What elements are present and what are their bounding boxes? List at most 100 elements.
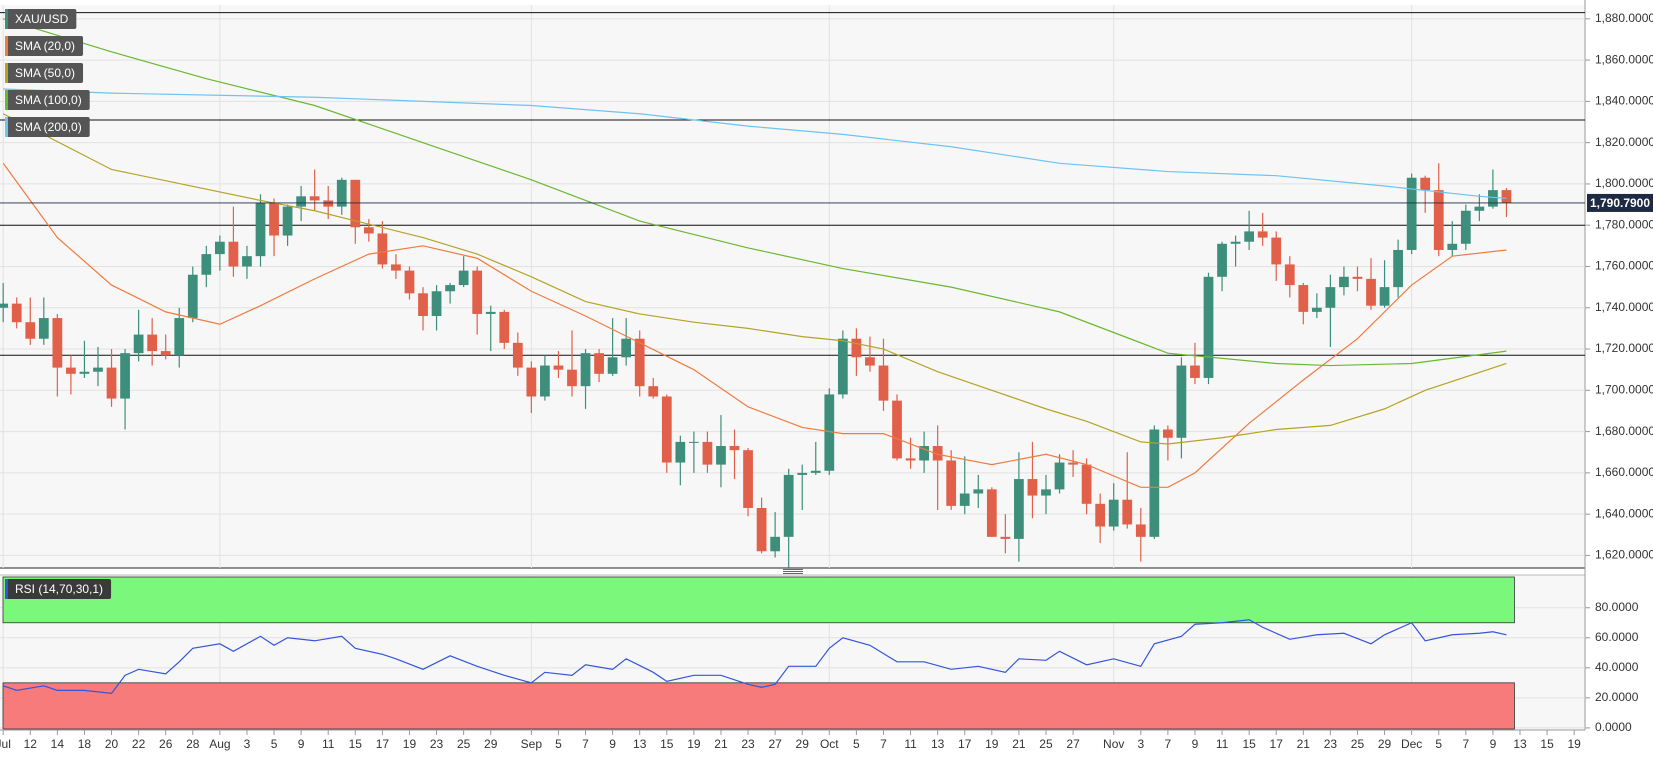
y-tick-label: 1,660.0000 [1595, 465, 1653, 479]
x-tick-label: 5 [1435, 737, 1442, 751]
x-tick-label: 9 [298, 737, 305, 751]
candle-body [1433, 190, 1444, 250]
line-series [2, 619, 1507, 694]
x-tick-label: 23 [430, 737, 444, 751]
x-tick-label: 15 [1540, 737, 1554, 751]
y-tick-label: 1,820.0000 [1595, 135, 1653, 149]
y-tick-label: 60.0000 [1595, 630, 1639, 644]
y-tick-label: 1,620.0000 [1595, 548, 1653, 562]
candle-body [1068, 462, 1078, 465]
grid-layer [0, 5, 1585, 730]
legend-label: SMA (50,0) [15, 66, 75, 80]
candle-body [946, 460, 957, 506]
candle-body [1271, 237, 1282, 265]
y-tick-label: 1,740.0000 [1595, 300, 1653, 314]
candle-body [526, 367, 537, 397]
candle-body [675, 441, 686, 463]
candle-body [187, 274, 198, 319]
legend-item[interactable]: SMA (200,0) [5, 117, 90, 137]
last-price-label: 1,790.7900 [1590, 196, 1650, 210]
labels-layer: 1,620.0000 1,640.0000 1,660.0000 1,680.0000… [0, 9, 1653, 751]
x-tick-label: 29 [484, 737, 498, 751]
candle-body [445, 285, 455, 292]
candle-body [905, 458, 916, 461]
candle-body [1460, 210, 1471, 244]
oversold-band [2, 682, 1515, 730]
candle-body [350, 179, 361, 228]
y-tick-label: 0.0000 [1595, 720, 1632, 734]
x-tick-label: 27 [1066, 737, 1080, 751]
line-series [2, 162, 1507, 488]
candle-body [540, 365, 550, 397]
x-tick-label: 15 [1242, 737, 1256, 751]
candle-body [986, 489, 997, 537]
candle-body [932, 446, 943, 461]
candle-body [242, 256, 252, 267]
x-tick-label: Sep [521, 737, 543, 751]
candle-body [418, 293, 428, 317]
candle-body [919, 446, 929, 461]
y-tick-label: 80.0000 [1595, 600, 1639, 614]
candle-body [363, 227, 374, 234]
legend-item[interactable]: SMA (100,0) [5, 90, 90, 110]
x-tick-label: 27 [768, 737, 782, 751]
candle-body [729, 446, 740, 451]
candle-body [472, 270, 483, 314]
candle-body [716, 446, 726, 465]
panel-handle[interactable] [783, 569, 803, 574]
x-tick-label: 17 [376, 737, 390, 751]
candle-body [1108, 499, 1119, 527]
candle-body [106, 367, 117, 399]
candle-body [1095, 503, 1106, 527]
x-tick-label: 25 [1039, 737, 1053, 751]
x-tick-label: Oct [820, 737, 839, 751]
candle-body [1366, 278, 1376, 306]
x-tick-label: 13 [633, 737, 647, 751]
candle-body [147, 334, 158, 352]
x-tick-label: 26 [159, 737, 173, 751]
legend-item[interactable]: SMA (20,0) [5, 36, 84, 56]
x-tick-label: 14 [51, 737, 65, 751]
legend-swatch [5, 9, 8, 29]
candle-body [1298, 285, 1309, 312]
x-tick-label: 21 [1012, 737, 1026, 751]
candle-body [391, 264, 401, 271]
candle-body [837, 338, 848, 395]
candle-body [255, 202, 266, 257]
x-tick-label: 28 [186, 737, 200, 751]
x-tick-label: 21 [1297, 737, 1311, 751]
x-tick-label: 12 [24, 737, 38, 751]
legend-item[interactable]: SMA (50,0) [5, 63, 84, 83]
price-panel [0, 5, 1585, 568]
line-series [3, 18, 1507, 367]
line-series [2, 113, 1507, 445]
candle-body [797, 472, 808, 475]
candle-body [824, 394, 835, 471]
candle-body [1257, 231, 1268, 238]
x-tick-label: Jul [0, 737, 11, 751]
candle-body [485, 311, 496, 314]
candle-body [770, 536, 781, 552]
candle-body [783, 474, 794, 537]
overbought-band [2, 576, 1515, 624]
x-tick-label: 15 [660, 737, 674, 751]
candle-body [594, 353, 604, 374]
y-tick-label: 1,800.0000 [1595, 176, 1653, 190]
x-tick-label: 23 [1324, 737, 1338, 751]
legend-item[interactable]: RSI (14,70,30,1) [5, 579, 112, 599]
x-tick-label: 19 [403, 737, 417, 751]
candle-body [1135, 524, 1146, 537]
y-tick-label: 1,680.0000 [1595, 424, 1653, 438]
legend-box [5, 90, 90, 110]
candle-body [1041, 489, 1051, 496]
candle-body [120, 353, 130, 399]
candle-body [1393, 249, 1403, 288]
marks-layer [0, 12, 1585, 694]
candle-body [756, 507, 767, 552]
candle-body [1203, 276, 1214, 378]
legend-item[interactable]: XAU/USD [5, 9, 77, 29]
x-tick-label: 29 [1378, 737, 1392, 751]
candle-body [0, 303, 9, 308]
candle-body [66, 367, 76, 374]
